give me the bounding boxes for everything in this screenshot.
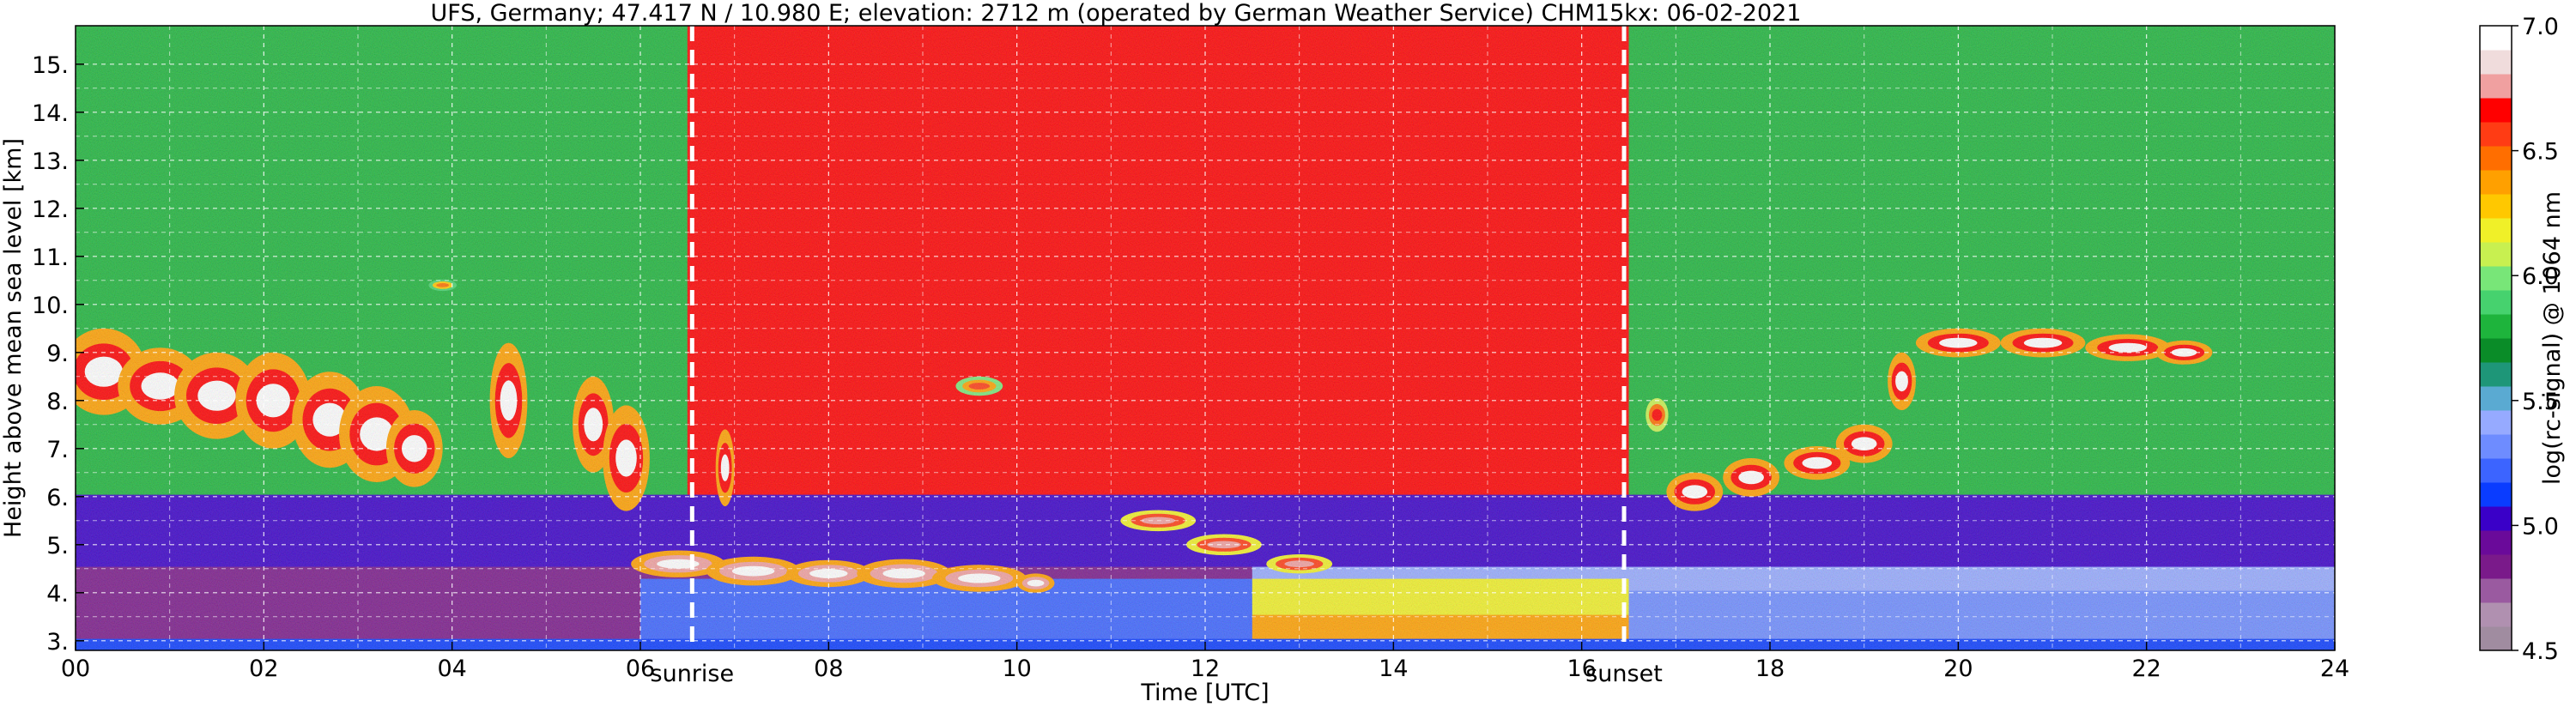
plot-area [76,26,2335,650]
chart-title: UFS, Germany; 47.417 N / 10.980 E; eleva… [431,0,1802,27]
